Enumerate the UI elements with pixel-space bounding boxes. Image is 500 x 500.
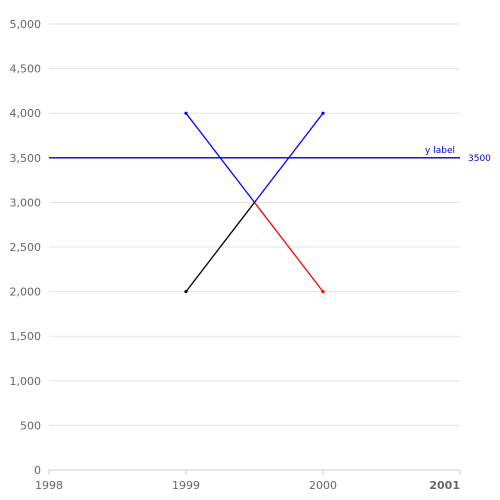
y-tick-label: 500 [20,419,41,432]
reference-line-group: y label 3500 [49,146,491,164]
data-point [184,290,188,294]
x-tick-label: 2000 [309,479,337,492]
reference-line-value: 3500 [468,154,491,164]
series-line-segment [253,202,324,292]
reference-line-label: y label [425,146,455,156]
y-tick-label: 1,000 [10,375,42,388]
y-tick-label: 3,500 [10,152,42,165]
y-tick-label: 4,500 [10,63,42,76]
y-tick-label: 2,000 [10,286,42,299]
data-point [321,111,325,115]
y-tick-label: 5,000 [10,18,42,31]
x-axis-tick-labels: 1998 1999 2000 2001 [35,470,461,492]
y-gridlines [49,23,460,471]
y-tick-label: 1,500 [10,330,42,343]
x-tick-label: 1998 [35,479,63,492]
x-tick-label: 2001 [429,479,460,492]
y-axis-tick-labels: 0 500 1,000 1,500 2,000 2,500 3,000 3,500 4,000 4… [10,18,42,477]
data-points [184,111,325,294]
y-tick-label: 3,000 [10,196,42,209]
data-point [321,290,325,294]
y-tick-label: 0 [34,464,41,477]
y-tick-label: 4,000 [10,107,42,120]
series-line-segment [185,202,256,292]
y-tick-label: 2,500 [10,241,42,254]
data-point [184,111,188,115]
x-tick-label: 1999 [172,479,200,492]
